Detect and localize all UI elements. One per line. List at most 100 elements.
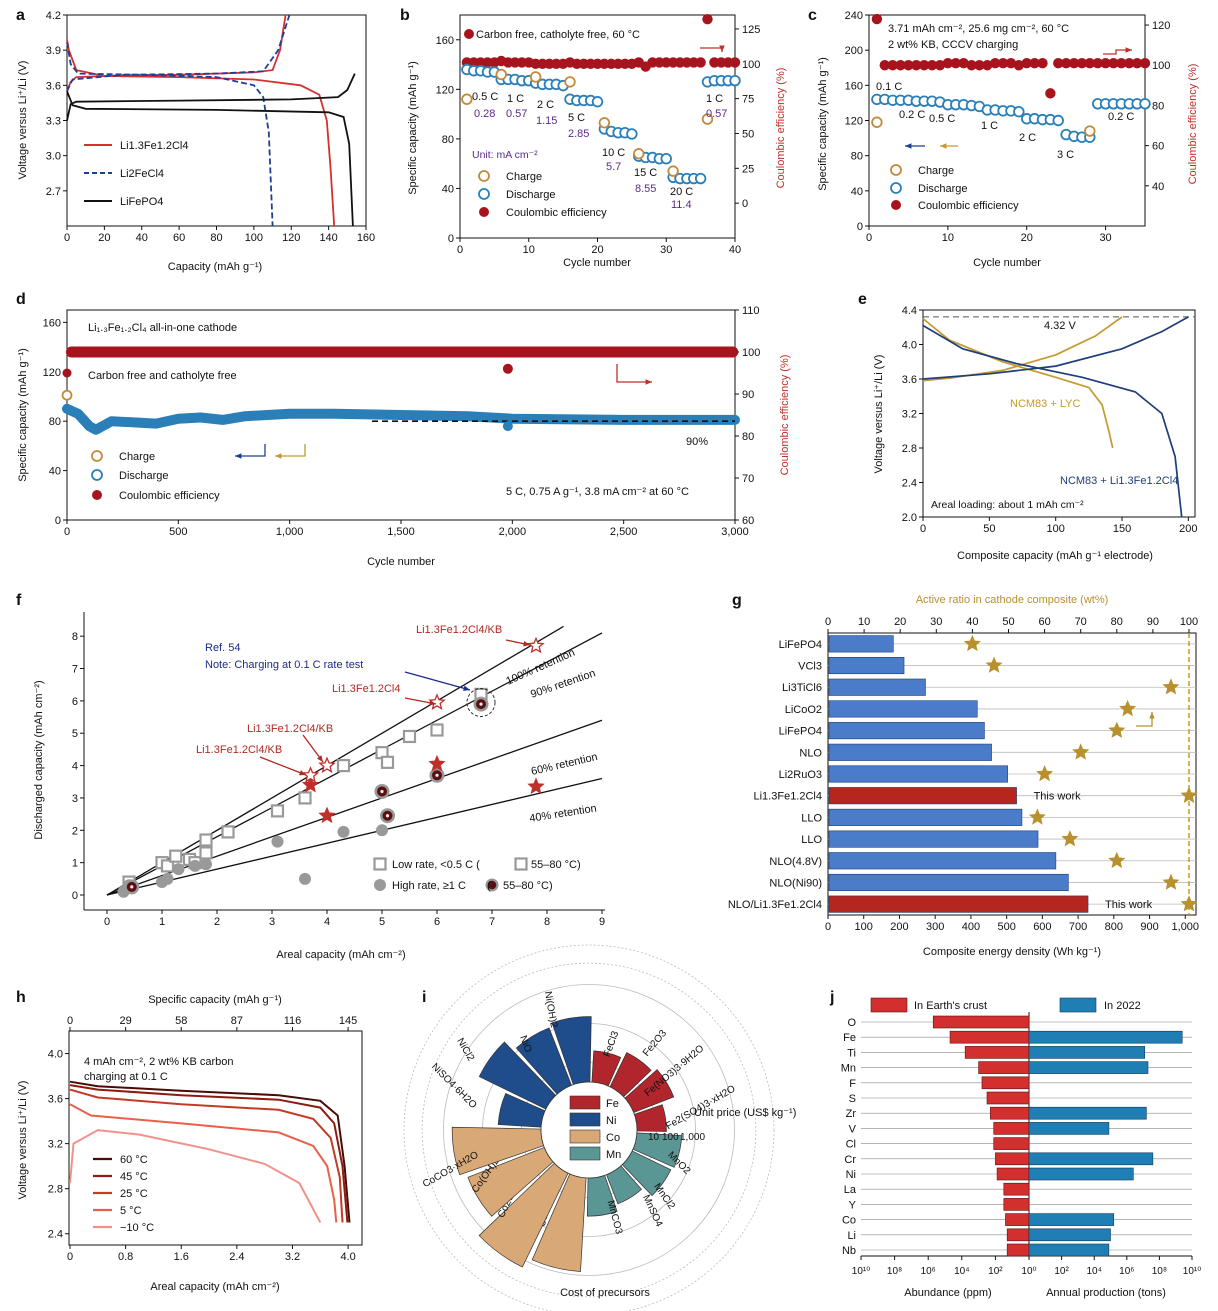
legend-entry-swatch <box>890 164 902 176</box>
x-tick-label: 140 <box>319 232 337 244</box>
x-tick-label: 150 <box>1113 523 1131 535</box>
precursor-label: Ni(OH)2 <box>542 991 559 1029</box>
x-tick-label: 40 <box>136 232 148 244</box>
panel-letter: d <box>16 291 26 308</box>
legend-entry: High rate, ≥1 C <box>392 880 466 892</box>
legend-entry: In Earth's crust <box>914 1000 987 1012</box>
y-tick-label: 120 <box>845 116 863 128</box>
y-tick-label: 0 <box>742 198 748 210</box>
low-rate-point <box>402 729 417 744</box>
x-tick-label: 10¹⁰ <box>852 1266 870 1277</box>
production-bar <box>1028 1152 1154 1166</box>
ce-point <box>1053 58 1064 69</box>
x-axis-label: Annual production (tons) <box>1046 1287 1166 1299</box>
element-label: Zr <box>846 1108 857 1120</box>
series-line <box>69 1129 322 1223</box>
annotation: Ref. 54 <box>205 642 240 654</box>
x-axis-label: Composite capacity (mAh g⁻¹ electrode) <box>957 550 1153 562</box>
bar <box>828 722 985 740</box>
retention-line <box>106 632 603 896</box>
x-tick-label: 10⁴ <box>1086 1266 1101 1277</box>
discharge-point <box>1013 106 1025 118</box>
this-work-star <box>318 806 336 824</box>
x-tick-label: 100 <box>855 921 873 933</box>
y-tick-label: 1 <box>72 858 78 870</box>
rate-annotation: 5.7 <box>606 161 621 173</box>
abundance-bar <box>990 1106 1030 1120</box>
x2-tick-label: 0 <box>825 616 831 628</box>
y-tick-label: 3.6 <box>46 80 61 92</box>
radial-gridline <box>403 944 775 1311</box>
x-tick-label: 145 <box>339 1015 357 1027</box>
cutoff-label: 4.32 V <box>1044 320 1076 332</box>
ce-point <box>966 60 977 71</box>
precursor-label: Fe2O3 <box>641 1028 669 1059</box>
charge-axis-arrow <box>275 444 306 457</box>
ce-point <box>1021 58 1032 69</box>
label-arrow-head <box>316 755 323 762</box>
x-tick-label: 30 <box>660 244 672 256</box>
legend-paren: ( <box>487 880 491 892</box>
legend-swatch <box>569 1095 601 1110</box>
rate-annotation: 1 C <box>706 93 723 105</box>
x-tick-label: 800 <box>1105 921 1123 933</box>
abundance-bar <box>949 1030 1030 1044</box>
legend-entry: Coulombic efficiency <box>119 490 220 502</box>
x-tick-label: 20 <box>591 244 603 256</box>
x-tick-label: 100 <box>1047 523 1065 535</box>
category-label: LLO <box>801 834 822 846</box>
this-work-label: This work <box>1034 791 1082 803</box>
note: Li₁.₃Fe₁.₂Cl₄ all-in-one cathode <box>88 322 237 334</box>
ce-point <box>1060 58 1072 69</box>
y-tick-label: 160 <box>436 35 454 47</box>
element-label: F <box>849 1078 856 1090</box>
legend-entry: −10 °C <box>120 1222 154 1234</box>
ce-point <box>895 60 906 71</box>
this-work-star <box>527 777 545 795</box>
production-bar <box>1028 1228 1111 1242</box>
high-rate-hot-dot <box>435 773 439 777</box>
high-rate-hot-dot <box>380 789 384 794</box>
x-tick-label: 0.8 <box>118 1251 133 1263</box>
x-tick-label: 100 <box>245 232 263 244</box>
retention-label: 40% retention <box>529 802 598 824</box>
discharge-band <box>62 403 740 435</box>
y-tick-label: 240 <box>845 10 863 22</box>
category-label: LiFePO4 <box>779 726 822 738</box>
series-label: NCM83 + LYC <box>1010 398 1080 410</box>
x-tick-label: 10 <box>942 232 954 244</box>
element-label: Nb <box>842 1245 856 1257</box>
precursor-label: NiCl2 <box>454 1036 476 1063</box>
rate-annotation: 1.15 <box>536 115 557 127</box>
y-tick-label: 6 <box>72 696 78 708</box>
element-label: Ti <box>847 1047 856 1059</box>
y-tick-label: 0 <box>55 515 61 527</box>
x-tick-label: 0 <box>825 921 831 933</box>
x-tick-label: 0 <box>67 1015 73 1027</box>
bar <box>828 830 1039 848</box>
x-tick-label: 9 <box>599 916 605 928</box>
ce-point <box>1124 58 1135 69</box>
series-LiFePO4-discharge <box>66 90 354 227</box>
bar <box>828 873 1069 892</box>
high-rate-point <box>337 825 350 838</box>
legend-swatch <box>870 997 908 1013</box>
this-work-star <box>428 754 446 772</box>
series-line <box>69 1080 351 1223</box>
legend-swatch <box>514 857 528 871</box>
rate-annotation: 8.55 <box>635 183 656 195</box>
panel-letter: i <box>422 989 426 1006</box>
category-label: NLO(4.8V) <box>769 856 822 868</box>
high-rate-hot-dot <box>385 814 390 818</box>
ce-point <box>729 57 741 68</box>
charge-point <box>871 116 883 128</box>
bar <box>828 743 992 761</box>
active-ratio-star <box>1108 721 1126 738</box>
series-label: NCM83 + Li1.3Fe1.2Cl4 <box>1060 475 1178 487</box>
note-marker <box>464 29 474 39</box>
annotation: Li1.3Fe1.2Cl4/KB <box>247 723 333 735</box>
legend-swatch <box>569 1146 601 1161</box>
rate-annotation: 0.28 <box>474 108 495 120</box>
label-arrow-head <box>463 685 470 691</box>
panel-letter: e <box>858 291 867 308</box>
